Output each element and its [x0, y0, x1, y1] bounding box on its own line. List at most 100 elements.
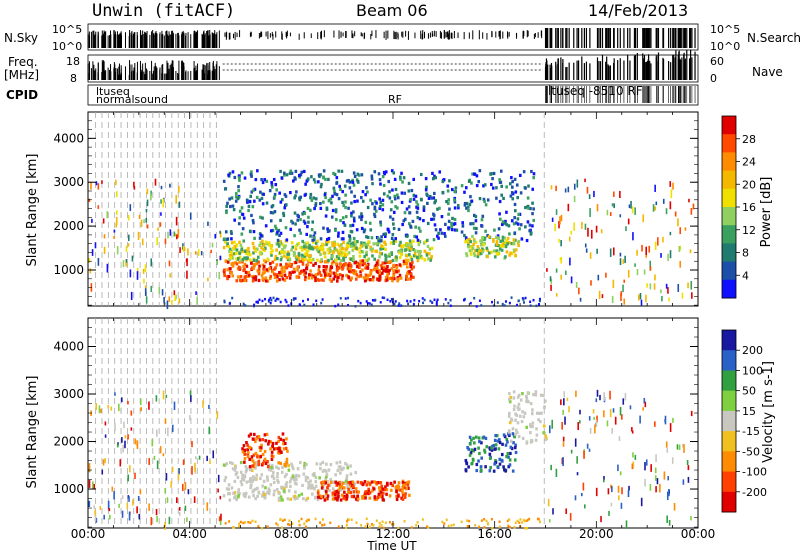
power-cell	[408, 239, 412, 243]
power-cell	[412, 197, 416, 201]
power-noise-cell	[550, 278, 553, 285]
power-cell	[514, 209, 517, 213]
power-cell	[277, 244, 281, 248]
power-cell	[317, 173, 321, 177]
velocity-noise-cell	[101, 469, 104, 475]
velocity-cell	[493, 462, 496, 466]
velocity-cell	[323, 494, 327, 498]
power-cell	[264, 276, 268, 280]
power-cell	[386, 265, 389, 269]
velocity-cell	[277, 446, 281, 450]
velocity-noise-cell	[654, 421, 656, 427]
power-cell	[390, 252, 394, 257]
power-cell	[366, 205, 370, 210]
velocity-cell	[504, 469, 507, 473]
velocity-cell	[222, 494, 226, 498]
velocity-colorbar-tick-label: -15	[742, 425, 760, 438]
velocity-cell	[277, 497, 281, 502]
power-noise-cell	[116, 210, 118, 215]
power-cell	[426, 244, 430, 249]
power-cell	[270, 244, 274, 248]
power-cell	[233, 252, 236, 256]
velocity-noise-cell	[110, 406, 113, 411]
power-cell	[258, 236, 262, 240]
velocity-cell	[246, 455, 250, 459]
power-cell	[469, 252, 473, 256]
power-cell	[471, 234, 474, 239]
power-cell	[357, 274, 360, 279]
power-cell	[229, 267, 232, 271]
power-cell	[229, 256, 233, 260]
velocity-cell	[262, 490, 265, 495]
power-cell	[310, 198, 314, 202]
power-cell	[254, 278, 258, 282]
power-cell	[360, 244, 363, 248]
power-cell	[495, 186, 498, 190]
power-cell	[366, 266, 370, 270]
power-cell	[231, 264, 235, 268]
power-cell	[267, 300, 270, 303]
power-cell	[337, 231, 340, 235]
power-cell	[366, 190, 369, 194]
power-cell	[480, 304, 483, 307]
velocity-cell	[516, 395, 520, 399]
power-cell	[235, 243, 239, 247]
power-cell	[399, 304, 402, 307]
power-noise-cell	[636, 268, 639, 276]
power-cell	[334, 304, 337, 308]
velocity-cell	[397, 526, 400, 530]
velocity-noise-cell	[595, 419, 598, 427]
velocity-cell	[303, 522, 306, 526]
power-cell	[345, 274, 349, 278]
velocity-cell	[319, 521, 322, 524]
velocity-noise-cell	[156, 429, 158, 437]
velocity-cell	[346, 485, 349, 489]
power-cell	[430, 217, 433, 221]
power-cell	[387, 260, 391, 265]
power-cell	[339, 218, 342, 223]
velocity-cell	[516, 405, 520, 409]
power-noise-cell	[169, 229, 172, 236]
power-cell	[481, 250, 484, 254]
velocity-noise-cell	[138, 514, 141, 520]
velocity-cell	[276, 523, 279, 527]
velocity-noise-cell	[181, 483, 184, 492]
velocity-cell	[494, 433, 497, 438]
power-cell	[351, 223, 355, 227]
power-cell	[401, 180, 404, 184]
velocity-cell	[337, 494, 340, 498]
velocity-cell	[276, 479, 279, 483]
velocity-cell	[378, 525, 381, 528]
velocity-cell	[261, 526, 264, 530]
power-cell	[343, 252, 347, 256]
power-noise-cell	[628, 204, 631, 208]
power-cell	[326, 247, 330, 252]
power-cell	[291, 221, 295, 225]
velocity-cell	[389, 481, 393, 486]
power-cell	[410, 188, 414, 193]
velocity-cell	[272, 470, 275, 475]
power-cell	[355, 246, 358, 250]
velocity-noise-cell	[656, 478, 659, 485]
power-cell	[277, 297, 280, 301]
velocity-noise-cell	[219, 516, 222, 526]
power-noise-cell	[596, 204, 599, 212]
power-cell	[517, 299, 520, 303]
power-cell	[467, 208, 470, 213]
velocity-cell	[340, 493, 344, 497]
power-cell	[358, 246, 362, 250]
power-noise-cell	[178, 298, 181, 304]
velocity-cell	[396, 488, 400, 492]
velocity-cell	[264, 439, 268, 443]
power-cell	[361, 268, 364, 272]
power-cell	[238, 240, 241, 244]
power-cell	[375, 201, 378, 205]
velocity-noise-cell	[178, 468, 180, 475]
velocity-cell	[303, 461, 306, 466]
power-noise-cell	[611, 203, 614, 207]
velocity-cell	[372, 487, 376, 491]
velocity-noise-cell	[217, 474, 220, 483]
power-noise-cell	[645, 254, 648, 258]
velocity-cell	[371, 489, 374, 493]
velocity-cell	[484, 436, 488, 440]
